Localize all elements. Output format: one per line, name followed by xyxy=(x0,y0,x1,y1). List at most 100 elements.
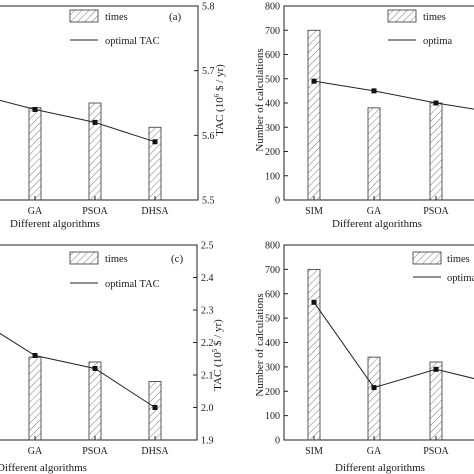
panel-a-xtick-label-psoa: PSOA xyxy=(82,206,108,217)
panel-b-ylabel: Number of calculations xyxy=(254,48,266,151)
panel-a-legend-times: times xyxy=(105,12,128,23)
panel-c-y2tick-label-2.4: 2.4 xyxy=(201,273,214,284)
panel-a-legend-swatch xyxy=(69,9,99,23)
panel-b-ytick-label-800: 800 xyxy=(265,2,280,13)
panel-b-ytick-label-200: 200 xyxy=(265,147,280,158)
panel-b-tac-line xyxy=(313,80,474,110)
panel-b-ytick-label-100: 100 xyxy=(265,171,280,182)
panel-b-ytick-label-500: 500 xyxy=(265,74,280,85)
panel-d-legend-times: times xyxy=(447,254,470,265)
panel-c-y2tick-label-2.3: 2.3 xyxy=(201,306,214,317)
panel-a-xtick-label-ga: GA xyxy=(28,206,43,217)
panel-b: SIM GA PSOA 0 100 200 300 400 500 600 700 800 times… xyxy=(254,2,474,230)
panel-a-tac-point-psoa xyxy=(92,119,98,125)
panel-b-ytick-label-600: 600 xyxy=(265,50,280,61)
panel-a-plot: SIMGAPSOADHSA5.55.65.75.8 xyxy=(0,2,215,217)
panel-d-ytick-label-400: 400 xyxy=(265,338,280,349)
panel-d-ytick-label-800: 800 xyxy=(265,241,280,252)
panel-c-bar-ga xyxy=(28,356,42,441)
panel-b-tac-point-ga xyxy=(371,88,377,94)
panel-d-xtick-label-ga: GA xyxy=(367,446,382,457)
panel-d-tac-point-psoa xyxy=(433,366,439,372)
panel-b-ytick-label-700: 700 xyxy=(265,26,280,37)
panel-a-y2tick-label-5.5: 5.5 xyxy=(202,196,215,207)
panel-c-bar-dhsa xyxy=(148,381,162,441)
panel-a-y2label: TAC (106 $ / yr) xyxy=(213,64,226,136)
panel-d-tac-point-sim xyxy=(311,299,317,305)
panel-d-plot: SIM GA PSOA 0 100 200 300 400 500 600 700 800 xyxy=(265,241,474,457)
panel-c-tac-point-ga xyxy=(32,353,38,358)
panel-b-xtick-label-sim: SIM xyxy=(305,206,323,217)
panel-c-xtick-label-ga: GA xyxy=(28,446,43,457)
panel-a-y2tick-label-5.8: 5.8 xyxy=(202,2,215,13)
panel-b-legend-swatch xyxy=(387,9,417,23)
panel-c-tac-point-dhsa xyxy=(152,405,158,410)
panel-c-y2tick-label-2.5: 2.5 xyxy=(201,241,214,252)
panel-d-legend-tac: optima xyxy=(447,273,474,284)
panel-c-legend-swatch xyxy=(69,251,99,265)
panel-d: SIM GA PSOA 0 100 200 300 400 500 600 700 800 times… xyxy=(254,241,474,474)
panel-d-ytick-label-0: 0 xyxy=(275,436,280,447)
panel-a-tac-point-ga xyxy=(32,106,38,112)
panel-d-xlabel: Different algorithms xyxy=(335,462,425,474)
panel-b-xtick-label-psoa: PSOA xyxy=(423,206,449,217)
panel-b-tac-point-sim xyxy=(311,78,317,84)
panel-c-xtick-label-psoa: PSOA xyxy=(82,446,108,457)
panel-b-ytick-label-0: 0 xyxy=(275,196,280,207)
panel-a-tac-line xyxy=(0,99,156,143)
panel-b-tac-point-psoa xyxy=(433,100,439,106)
panel-b-bar-ga xyxy=(367,107,381,201)
panel-c-tac-line xyxy=(0,332,156,408)
panel-a-y2tick-label-5.7: 5.7 xyxy=(202,66,215,77)
panel-d-ylabel: Number of calculations xyxy=(254,293,266,396)
panel-c-xtick-label-dhsa: DHSA xyxy=(141,446,169,457)
panel-d-ytick-label-100: 100 xyxy=(265,411,280,422)
panel-a-tac-point-dhsa xyxy=(152,139,158,145)
panel-d-ytick-label-300: 300 xyxy=(265,362,280,373)
panel-c-y2tick-label-2.1: 2.1 xyxy=(201,371,214,382)
panel-a-bar-ga xyxy=(28,107,42,201)
panel-c-y2label: TAC (105 $ / yr) xyxy=(211,319,224,391)
panel-d-ytick-label-700: 700 xyxy=(265,265,280,276)
panel-b-bar-sim xyxy=(307,29,321,201)
panel-c-bar-psoa xyxy=(88,361,102,441)
panel-a-bar-psoa xyxy=(88,102,102,201)
panel-c-legend-tac: optimal TAC xyxy=(105,279,160,290)
panel-c-xlabel: Different algorithms xyxy=(0,462,87,474)
panel-c-plot: SIMGAPSOADHSA1.92.02.12.22.32.42.5 xyxy=(0,241,214,457)
panel-d-ytick-label-200: 200 xyxy=(265,387,280,398)
panel-b-xlabel: Different algorithms xyxy=(332,218,422,230)
panel-b-plot: SIM GA PSOA 0 100 200 300 400 500 600 700 800 xyxy=(265,2,474,217)
panel-d-xtick-label-sim: SIM xyxy=(305,446,323,457)
panel-a-bar-dhsa xyxy=(148,126,162,201)
panel-b-xtick-label-ga: GA xyxy=(367,206,382,217)
panel-b-ytick-label-300: 300 xyxy=(265,123,280,134)
panel-b-legend-tac: optima xyxy=(423,36,453,47)
panel-d-bar-psoa xyxy=(429,361,443,441)
panel-a-tag: (a) xyxy=(169,11,182,23)
panel-d-tac-point-ga xyxy=(371,385,377,391)
panel-a: SIMGAPSOADHSA5.55.65.75.8 times optimal … xyxy=(0,2,226,230)
panel-d-xtick-label-psoa: PSOA xyxy=(423,446,449,457)
panel-d-bar-sim xyxy=(307,268,321,441)
panel-c-y2tick-label-1.9: 1.9 xyxy=(201,436,214,447)
panel-d-bar-ga xyxy=(367,356,381,441)
panel-d-tac-line xyxy=(313,301,474,389)
panel-a-legend-tac: optimal TAC xyxy=(105,36,160,47)
panel-d-ytick-label-600: 600 xyxy=(265,289,280,300)
panel-c-tag: (c) xyxy=(171,253,184,265)
panel-a-xlabel: Different algorithms xyxy=(10,218,100,230)
panel-a-frame xyxy=(0,5,199,201)
panel-b-bar-psoa xyxy=(429,102,443,201)
panel-c-y2tick-label-2.0: 2.0 xyxy=(201,403,214,414)
panel-c-y2tick-label-2.2: 2.2 xyxy=(201,338,214,349)
panel-d-ytick-label-500: 500 xyxy=(265,314,280,325)
panel-c-tac-point-psoa xyxy=(92,366,98,371)
panel-b-legend-times: times xyxy=(423,12,446,23)
panel-d-legend-swatch xyxy=(412,251,442,265)
panel-c: SIMGAPSOADHSA1.92.02.12.22.32.42.5 times… xyxy=(0,241,224,474)
panel-a-xtick-label-dhsa: DHSA xyxy=(141,206,169,217)
panel-c-legend-times: times xyxy=(105,254,128,265)
panel-b-ytick-label-400: 400 xyxy=(265,99,280,110)
